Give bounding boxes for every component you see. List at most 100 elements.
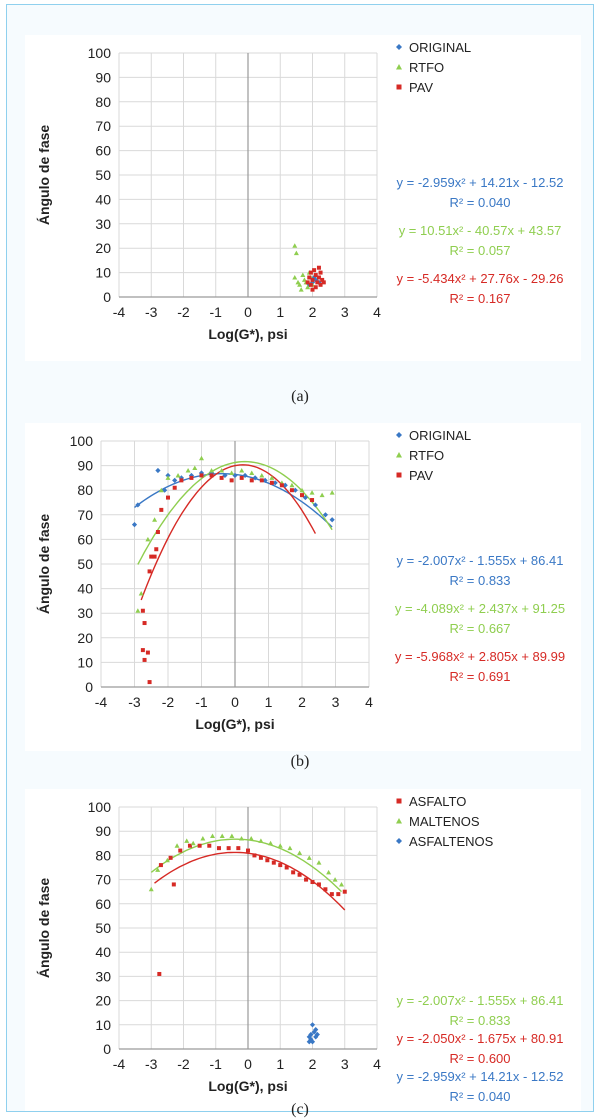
y-tick-label: 40 xyxy=(95,944,111,960)
data-point-asfalto xyxy=(336,892,341,897)
data-point-maltenos xyxy=(155,867,161,872)
trendline-equation: y = 10.51x² - 40.57x + 43.57 xyxy=(399,223,562,238)
data-point-pav xyxy=(155,530,160,535)
x-tick-label: 4 xyxy=(373,304,381,320)
data-point-maltenos xyxy=(332,877,338,882)
data-point-pav xyxy=(249,478,254,483)
data-point-maltenos xyxy=(210,833,216,839)
data-point-asfalto xyxy=(252,853,257,858)
data-point-rtfo xyxy=(239,468,245,473)
data-point-original xyxy=(292,487,298,493)
data-point-rtfo xyxy=(299,487,305,493)
data-point-pav xyxy=(315,280,320,285)
data-point-original xyxy=(188,472,195,479)
x-tick-label: -1 xyxy=(195,694,208,710)
x-tick-label: -2 xyxy=(162,694,175,710)
y-tick-label: 50 xyxy=(95,920,111,936)
data-point-pav xyxy=(305,280,310,285)
data-point-original xyxy=(242,472,248,479)
data-point-asfalto xyxy=(278,863,283,868)
data-point-asfalto xyxy=(226,846,231,851)
y-tick-label: 10 xyxy=(95,1017,111,1033)
data-point-original xyxy=(302,494,308,501)
data-point-pav xyxy=(269,480,274,485)
trendline-r2: R² = 0.691 xyxy=(449,669,510,684)
data-point-asfalto xyxy=(158,863,163,868)
data-point-asfalto xyxy=(236,846,241,851)
y-tick-label: 30 xyxy=(95,216,111,232)
trendline-equation: y = -2.007x² - 1.555x + 86.41 xyxy=(397,993,564,1008)
data-point-maltenos xyxy=(174,843,180,848)
chart-panel-a: 0 10 20 30 40 50 60 70 80 90 100 -4 -3 -2 -1 0 1 2 3 4 Log(G… xyxy=(25,35,581,361)
legend-label: ASFALTENOS xyxy=(409,834,494,849)
y-tick-label: 100 xyxy=(88,799,112,815)
trendline-r2: R² = 0.600 xyxy=(449,1051,510,1066)
y-tick-label: 90 xyxy=(95,823,111,839)
y-tick-label: 0 xyxy=(103,289,111,305)
data-point-pav xyxy=(310,277,315,282)
data-point-pav xyxy=(147,680,152,685)
y-tick-label: 20 xyxy=(77,630,93,646)
y-tick-label: 60 xyxy=(95,143,111,159)
legend-label: PAV xyxy=(409,468,433,483)
data-point-maltenos xyxy=(258,838,264,843)
y-tick-label: 20 xyxy=(95,993,111,1009)
data-point-maltenos xyxy=(229,833,235,839)
legend-marker-maltenos xyxy=(396,818,402,824)
data-point-pav xyxy=(307,275,312,280)
figure-frame: 0 10 20 30 40 50 60 70 80 90 100 -4 -3 -2 -1 0 1 2 3 4 Log(G… xyxy=(6,4,594,1118)
data-point-asfaltenos xyxy=(313,1027,319,1033)
data-point-rtfo xyxy=(185,468,191,473)
data-point-rtfo xyxy=(259,472,265,478)
data-point-maltenos xyxy=(200,835,206,841)
data-point-rtfo xyxy=(249,470,255,475)
data-point-asfalto xyxy=(297,872,302,877)
data-point-asfalto xyxy=(271,860,276,865)
data-point-asfaltenos xyxy=(308,1031,314,1038)
data-point-asfalto xyxy=(265,858,270,863)
data-point-maltenos xyxy=(164,857,170,863)
data-point-rtfo xyxy=(269,475,275,480)
trendline-r2: R² = 0.040 xyxy=(449,1089,510,1104)
legend-marker-pav xyxy=(396,84,402,90)
data-point-pav xyxy=(142,657,147,662)
x-tick-label: -1 xyxy=(210,1056,223,1072)
data-point-pav xyxy=(318,282,323,287)
legend-marker-asfalto xyxy=(396,798,402,804)
legend-label: ORIGINAL xyxy=(409,40,471,55)
data-point-maltenos xyxy=(239,835,245,841)
data-point-pav xyxy=(209,473,214,478)
data-point-rtfo xyxy=(175,472,181,478)
x-tick-label: -2 xyxy=(177,1056,190,1072)
data-point-original xyxy=(232,472,238,479)
data-point-pav xyxy=(152,554,157,559)
y-tick-label: 80 xyxy=(95,847,111,863)
trendline-r2: R² = 0.833 xyxy=(449,573,510,588)
data-point-asfalto xyxy=(197,843,202,848)
x-tick-label: 0 xyxy=(244,304,252,320)
x-tick-label: 3 xyxy=(341,1056,349,1072)
y-tick-label: 70 xyxy=(77,507,93,523)
data-point-rtfo xyxy=(292,274,298,280)
data-point-rtfo xyxy=(219,468,225,473)
y-tick-label: 40 xyxy=(77,581,93,597)
data-point-maltenos xyxy=(190,840,196,846)
trendline-r2: R² = 0.057 xyxy=(449,243,510,258)
data-point-maltenos xyxy=(339,881,345,887)
data-point-pav xyxy=(300,493,304,498)
data-point-rtfo xyxy=(329,490,335,495)
trendline-equation: y = -2.007x² - 1.555x + 86.41 xyxy=(397,553,564,568)
y-tick-label: 90 xyxy=(77,458,93,474)
data-point-rtfo xyxy=(209,468,215,473)
data-point-rtfo xyxy=(292,243,298,248)
caption-c: (c) xyxy=(291,1101,309,1118)
data-point-pav xyxy=(316,265,321,270)
trendline-equation: y = -2.959x² + 14.21x - 12.52 xyxy=(397,1069,564,1084)
data-point-pav xyxy=(145,650,150,655)
x-tick-label: 2 xyxy=(309,1056,317,1072)
data-point-pav xyxy=(149,554,154,559)
data-point-pav xyxy=(308,270,313,275)
y-tick-label: 30 xyxy=(95,968,111,984)
data-point-asfalto xyxy=(246,848,250,853)
x-tick-label: -4 xyxy=(95,694,108,710)
